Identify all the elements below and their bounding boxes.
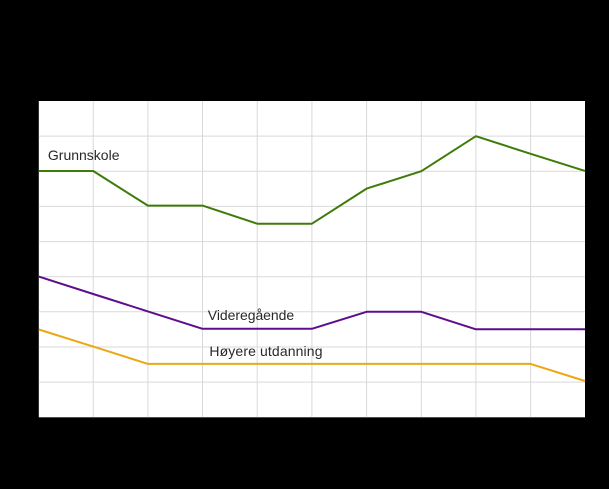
svg-text:Høyere utdanning: Høyere utdanning: [209, 343, 322, 359]
svg-text:Videregående: Videregående: [208, 307, 295, 323]
svg-text:Grunnskole: Grunnskole: [48, 147, 120, 163]
